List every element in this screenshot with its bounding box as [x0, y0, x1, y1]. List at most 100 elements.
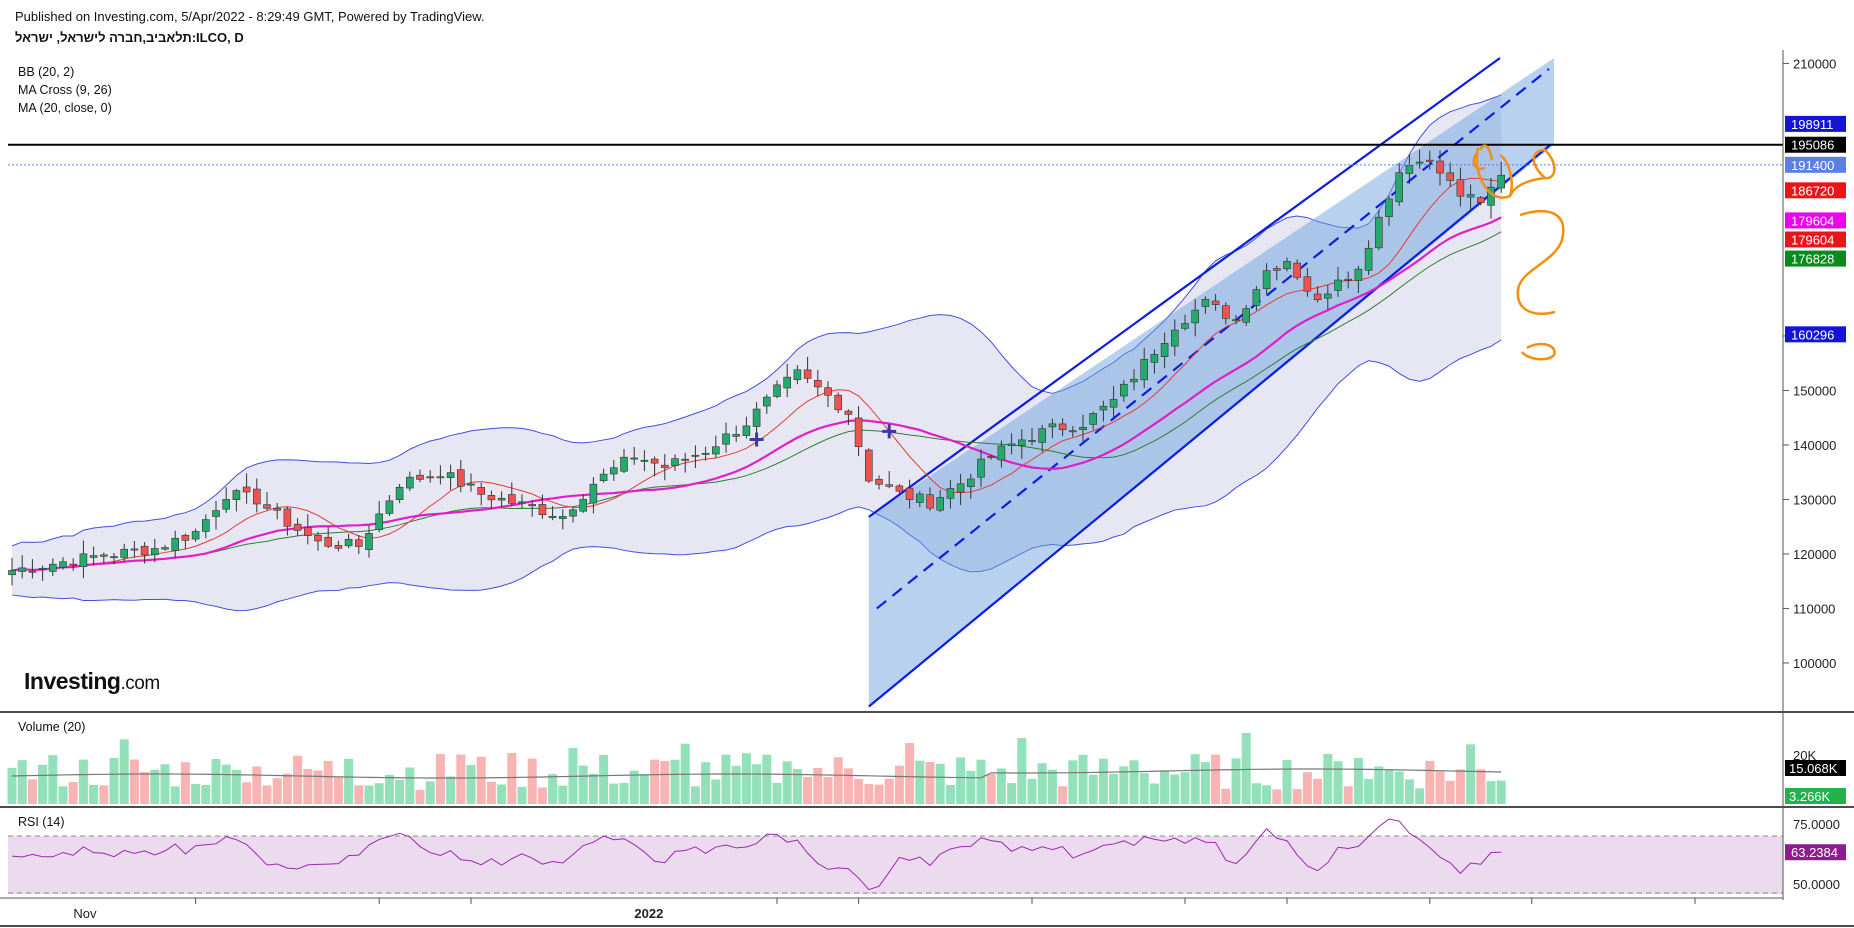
- volume-bar: [721, 754, 731, 804]
- candle-body: [100, 554, 108, 557]
- candle: [793, 365, 802, 385]
- volume-bar: [1078, 754, 1088, 804]
- candle: [1222, 302, 1230, 325]
- volume-bar: [588, 773, 598, 804]
- price-pane: [8, 57, 1783, 708]
- candle-body: [1099, 405, 1108, 411]
- candle: [100, 552, 108, 564]
- candle: [1160, 332, 1169, 369]
- price-tag: [1785, 326, 1846, 343]
- volume-bar: [884, 778, 894, 804]
- volume-bar: [639, 774, 649, 804]
- candle-body: [813, 380, 822, 388]
- candle-body: [1069, 430, 1077, 433]
- price-tag-label: 179604: [1791, 213, 1834, 228]
- candle: [803, 356, 812, 383]
- volume-bar: [486, 781, 496, 804]
- volume-bar: [792, 769, 802, 804]
- channel-mid-line: [876, 68, 1550, 610]
- indicator-bb-label[interactable]: BB (20, 2): [18, 65, 75, 79]
- candle-body: [1171, 329, 1179, 347]
- candle-body: [222, 499, 230, 510]
- candle: [89, 546, 98, 566]
- candle: [446, 464, 455, 490]
- candle: [38, 565, 47, 581]
- candle: [1069, 426, 1077, 438]
- candle-body: [38, 567, 47, 570]
- candle: [171, 530, 179, 558]
- volume-bar: [986, 774, 996, 804]
- candle: [334, 540, 343, 552]
- price-tag-label: 179604: [1791, 232, 1834, 247]
- candle-body: [915, 493, 924, 503]
- candle: [1364, 240, 1373, 275]
- candle-body: [609, 467, 618, 475]
- candle: [905, 479, 914, 509]
- volume-bar: [7, 767, 17, 804]
- candle: [140, 542, 149, 564]
- candle-body: [926, 494, 934, 509]
- indicator-ma-label[interactable]: MA (20, close, 0): [18, 101, 112, 115]
- candle-body: [110, 556, 118, 559]
- candle: [1181, 314, 1189, 331]
- candle: [813, 370, 822, 397]
- candle-body: [467, 483, 475, 486]
- candle-body: [640, 459, 649, 462]
- candle-body: [1058, 423, 1067, 430]
- price-tick-label: 140000: [1793, 438, 1836, 453]
- candle-body: [1028, 440, 1036, 442]
- volume-bar: [476, 756, 486, 804]
- candle-body: [161, 547, 169, 550]
- candle-body: [691, 454, 700, 457]
- volume-bar: [1425, 760, 1435, 804]
- candle: [1324, 285, 1332, 310]
- volume-bar: [1282, 759, 1292, 804]
- candle: [538, 494, 547, 519]
- rsi-pane-label[interactable]: RSI (14): [18, 815, 65, 829]
- candle-body: [885, 484, 894, 487]
- candle: [1466, 184, 1475, 211]
- candle: [1099, 400, 1108, 422]
- candle-body: [1273, 268, 1281, 271]
- candle: [660, 453, 669, 481]
- volume-bar: [1221, 788, 1231, 804]
- candle-body: [151, 548, 159, 556]
- candle: [1283, 257, 1291, 272]
- candle-body: [242, 486, 251, 493]
- volume-pane-label[interactable]: Volume (20): [18, 720, 86, 734]
- price-tag-label: 198911: [1791, 117, 1833, 132]
- candle: [1079, 414, 1087, 443]
- volume-bar: [282, 773, 292, 804]
- candle-body: [1466, 194, 1475, 198]
- candle: [742, 416, 751, 439]
- volume-bar: [425, 781, 435, 804]
- volume-bar: [1374, 766, 1384, 804]
- volume-bar: [497, 784, 507, 804]
- volume-bar: [78, 759, 88, 804]
- volume-bar: [1302, 772, 1312, 804]
- candle: [202, 514, 210, 539]
- candle-body: [1293, 262, 1301, 278]
- candle-body: [1232, 319, 1240, 322]
- candle-body: [1497, 174, 1505, 189]
- ma-cross-marker: [749, 432, 764, 447]
- volume-bar: [935, 763, 945, 804]
- candle: [365, 525, 373, 558]
- candle-body: [426, 476, 435, 479]
- volume-bar: [1466, 744, 1476, 804]
- volume-bar: [1160, 771, 1170, 804]
- volume-bar: [99, 785, 109, 804]
- volume-bar: [272, 778, 282, 804]
- candle: [987, 454, 996, 460]
- volume-bar: [782, 761, 792, 804]
- volume-bar: [395, 779, 405, 804]
- volume-bar: [854, 778, 864, 804]
- candle-body: [181, 534, 190, 541]
- candle-body: [1079, 426, 1087, 430]
- indicator-ma-cross-label[interactable]: MA Cross (9, 26): [18, 83, 112, 97]
- candle-body: [620, 456, 628, 472]
- candle: [273, 502, 282, 520]
- candle: [426, 470, 435, 483]
- candle: [161, 544, 169, 551]
- volume-bar: [109, 757, 119, 804]
